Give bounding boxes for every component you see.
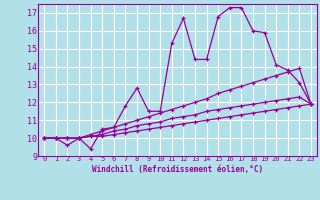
X-axis label: Windchill (Refroidissement éolien,°C): Windchill (Refroidissement éolien,°C) — [92, 165, 263, 174]
